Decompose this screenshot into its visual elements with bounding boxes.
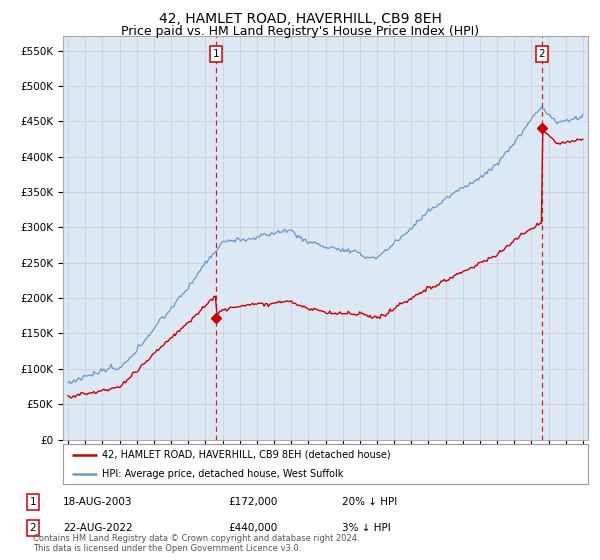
Text: £172,000: £172,000 xyxy=(228,497,277,507)
Text: 3% ↓ HPI: 3% ↓ HPI xyxy=(342,523,391,533)
Text: £440,000: £440,000 xyxy=(228,523,277,533)
Text: 1: 1 xyxy=(29,497,37,507)
Text: 22-AUG-2022: 22-AUG-2022 xyxy=(63,523,133,533)
Text: 42, HAMLET ROAD, HAVERHILL, CB9 8EH (detached house): 42, HAMLET ROAD, HAVERHILL, CB9 8EH (det… xyxy=(103,450,391,460)
Text: HPI: Average price, detached house, West Suffolk: HPI: Average price, detached house, West… xyxy=(103,469,344,478)
Text: Contains HM Land Registry data © Crown copyright and database right 2024.
This d: Contains HM Land Registry data © Crown c… xyxy=(33,534,359,553)
Text: 2: 2 xyxy=(539,49,545,59)
Text: 18-AUG-2003: 18-AUG-2003 xyxy=(63,497,133,507)
Text: 2: 2 xyxy=(29,523,37,533)
Text: Price paid vs. HM Land Registry's House Price Index (HPI): Price paid vs. HM Land Registry's House … xyxy=(121,25,479,38)
FancyBboxPatch shape xyxy=(63,444,588,484)
Text: 20% ↓ HPI: 20% ↓ HPI xyxy=(342,497,397,507)
Text: 1: 1 xyxy=(213,49,220,59)
Text: 42, HAMLET ROAD, HAVERHILL, CB9 8EH: 42, HAMLET ROAD, HAVERHILL, CB9 8EH xyxy=(158,12,442,26)
